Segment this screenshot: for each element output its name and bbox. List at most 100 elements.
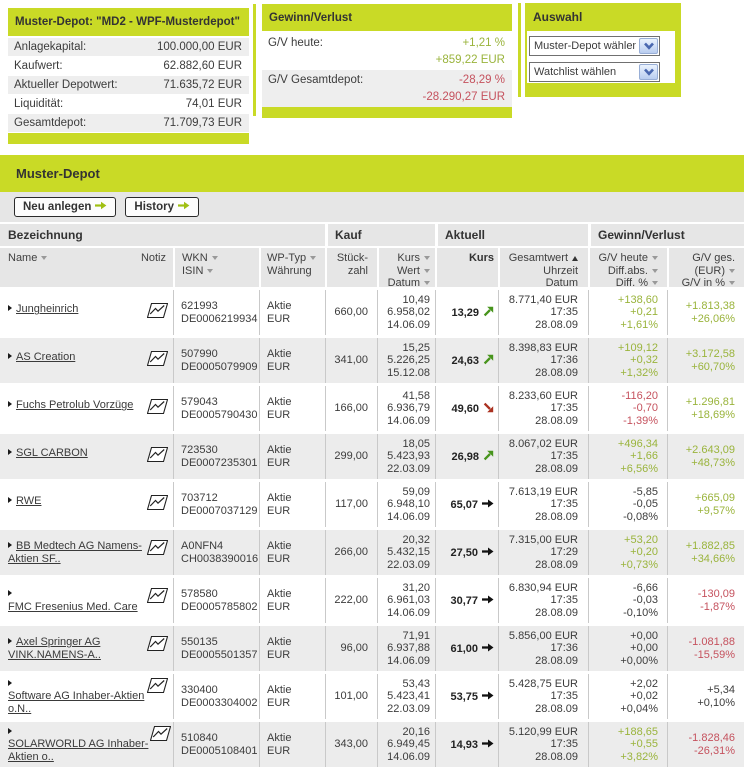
gv-ges-cell: +1.296,81 +18,69% — [685, 396, 735, 421]
col-kauf-kurs[interactable]: Kurs — [379, 252, 430, 265]
notiz-icon[interactable] — [146, 303, 169, 321]
sort-desc-icon[interactable] — [41, 256, 48, 260]
trend-down-icon — [483, 403, 494, 413]
name-link[interactable]: SGL CARBON — [16, 447, 88, 460]
kurs-cell: 14,93 — [436, 737, 498, 751]
sort-desc-icon[interactable] — [207, 268, 214, 273]
gv-heute-cell: -116,20 -0,70 -1,39% — [621, 389, 659, 427]
sort-desc-icon[interactable] — [729, 268, 735, 273]
kurs-cell: 49,60 — [436, 401, 498, 415]
sort-desc-icon[interactable] — [310, 256, 317, 260]
kurs-cell: 53,75 — [436, 689, 498, 703]
name-link[interactable]: BB Medtech AG Namens- Aktien SF.. — [8, 540, 142, 565]
name-link[interactable]: SOLARWORLD AG Inhaber- Aktien o.. — [8, 738, 149, 763]
wkn-value: 578580 — [181, 588, 218, 601]
name-link[interactable]: Software AG Inhaber-Aktien o.N.. — [8, 690, 145, 715]
notiz-icon[interactable] — [146, 677, 169, 696]
col-name[interactable]: Name — [8, 252, 48, 290]
col-diff-pct[interactable]: Diff. % — [590, 277, 658, 290]
wkn-isin-cell: 703712 DE0007037129 — [174, 492, 259, 517]
stueckzahl-value: 117,00 — [335, 498, 368, 511]
depot-panel-title: Muster-Depot: "MD2 - WPF-Musterdepot" — [8, 8, 249, 36]
neu-anlegen-button[interactable]: Neu anlegen — [14, 197, 117, 217]
kauf-cell: 71,91 6.937,88 14.06.09 — [387, 629, 430, 667]
name-link[interactable]: Axel Springer AG VINK.NAMENS-A.. — [8, 636, 101, 661]
isin-value: DE0007037129 — [181, 504, 258, 517]
dropdown-watchlist[interactable]: Watchlist wählen — [529, 62, 660, 82]
notiz-icon[interactable] — [146, 495, 169, 513]
stueckzahl-value: 96,00 — [340, 642, 368, 655]
trend-flat-icon — [482, 691, 494, 700]
trend-flat-icon — [482, 595, 494, 604]
gv-heute-cell: +138,60 +0,21 +1,61% — [617, 293, 658, 331]
name-link[interactable]: AS Creation — [16, 351, 76, 364]
name-link[interactable]: Fuchs Petrolub Vorzüge — [16, 399, 134, 412]
gesamtwert-cell: 7.613,19 EUR 17:35 28.08.09 — [508, 485, 578, 523]
sort-desc-icon[interactable] — [652, 281, 658, 286]
col-kauf-wert[interactable]: Wert — [379, 265, 430, 278]
depot-summary-row: Aktueller Depotwert: 71.635,72 EUR — [8, 76, 249, 94]
note-chart-icon — [146, 495, 169, 511]
name-link[interactable]: Jungheinrich — [16, 303, 79, 316]
wkn-value: A0NFN4 — [181, 540, 224, 553]
col-kauf-datum[interactable]: Datum — [379, 277, 430, 290]
sort-desc-icon[interactable] — [211, 256, 218, 260]
notiz-icon[interactable] — [146, 588, 169, 606]
table-row: Jungheinrich 621993 DE0006219934 Aktie EUR 66… — [0, 290, 744, 335]
notiz-icon[interactable] — [146, 540, 169, 558]
col-wp-typ[interactable]: WP-Typ — [267, 252, 325, 265]
gv-ges-cell: +1.882,85 +34,66% — [685, 540, 735, 565]
table-row: Fuchs Petrolub Vorzüge 579043 DE0005790430… — [0, 386, 744, 431]
dropdown-button[interactable] — [639, 64, 658, 80]
gesamtwert-cell: 8.398,83 EUR 17:36 28.08.09 — [508, 341, 578, 379]
gv-heute-cell: -6,66 -0,03 -0,10% — [623, 581, 658, 619]
gain-loss-panel: Gewinn/Verlust G/V heute: +1,21 % +859,22 … — [262, 4, 512, 118]
col-gv-ges-eur[interactable]: (EUR) — [669, 265, 735, 278]
name-link[interactable]: FMC Fresenius Med. Care — [8, 600, 138, 613]
gv-ges-cell: +2.643,09 +48,73% — [685, 444, 735, 469]
depot-summary-row: Liquidität: 74,01 EUR — [8, 95, 249, 113]
sort-desc-icon[interactable] — [424, 268, 430, 273]
notiz-icon[interactable] — [150, 725, 172, 744]
wkn-value: 579043 — [181, 396, 218, 409]
dropdown-button[interactable] — [639, 38, 658, 54]
wp-typ-value: Aktie — [267, 444, 292, 457]
history-button[interactable]: History — [125, 197, 200, 217]
table-toolbar: Neu anlegen History — [0, 192, 744, 222]
wkn-value: 703712 — [181, 492, 218, 505]
trend-flat-icon — [482, 499, 494, 508]
notiz-icon[interactable] — [146, 636, 169, 654]
waehrung-value: EUR — [267, 744, 291, 757]
group-header: Gewinn/Verlust — [588, 224, 744, 247]
col-gv-heute[interactable]: G/V heute — [590, 252, 658, 265]
notiz-icon[interactable] — [146, 399, 169, 417]
trend-up-icon — [483, 307, 494, 317]
col-gv-in-pct[interactable]: G/V in % — [669, 277, 735, 290]
col-isin[interactable]: ISIN — [182, 265, 259, 278]
kurs-value: 14,93 — [450, 739, 478, 752]
name-link[interactable]: RWE — [16, 495, 42, 508]
col-wkn[interactable]: WKN — [182, 252, 259, 265]
col-diff-abs[interactable]: Diff.abs. — [590, 265, 658, 278]
triangle-right-icon — [8, 679, 12, 686]
sort-desc-icon[interactable] — [652, 256, 658, 260]
sort-asc-icon[interactable] — [572, 256, 578, 261]
sort-desc-icon[interactable] — [424, 281, 430, 286]
depot-summary-row: Anlagekapital: 100.000,00 EUR — [8, 38, 249, 56]
sort-desc-icon[interactable] — [652, 268, 658, 273]
col-gesamtwert[interactable]: Gesamtwert — [500, 252, 578, 265]
typ-cell: Aktie EUR — [260, 396, 325, 421]
gesamtwert-cell: 8.067,02 EUR 17:35 28.08.09 — [508, 437, 578, 475]
notiz-icon[interactable] — [146, 447, 169, 465]
typ-cell: Aktie EUR — [260, 540, 325, 565]
depot-summary-panel: Muster-Depot: "MD2 - WPF-Musterdepot" An… — [8, 8, 249, 144]
notiz-icon[interactable] — [146, 351, 169, 369]
note-chart-icon — [150, 725, 172, 741]
group-header: Aktuell — [435, 224, 588, 247]
dropdown-musterdepot[interactable]: Muster-Depot wählen — [529, 36, 660, 56]
chevron-down-icon — [643, 42, 654, 50]
sort-desc-icon[interactable] — [424, 256, 430, 260]
col-stueckzahl: Stück- — [336, 252, 368, 264]
sort-desc-icon[interactable] — [729, 281, 735, 286]
wkn-isin-cell: 507990 DE0005079909 — [174, 348, 259, 373]
